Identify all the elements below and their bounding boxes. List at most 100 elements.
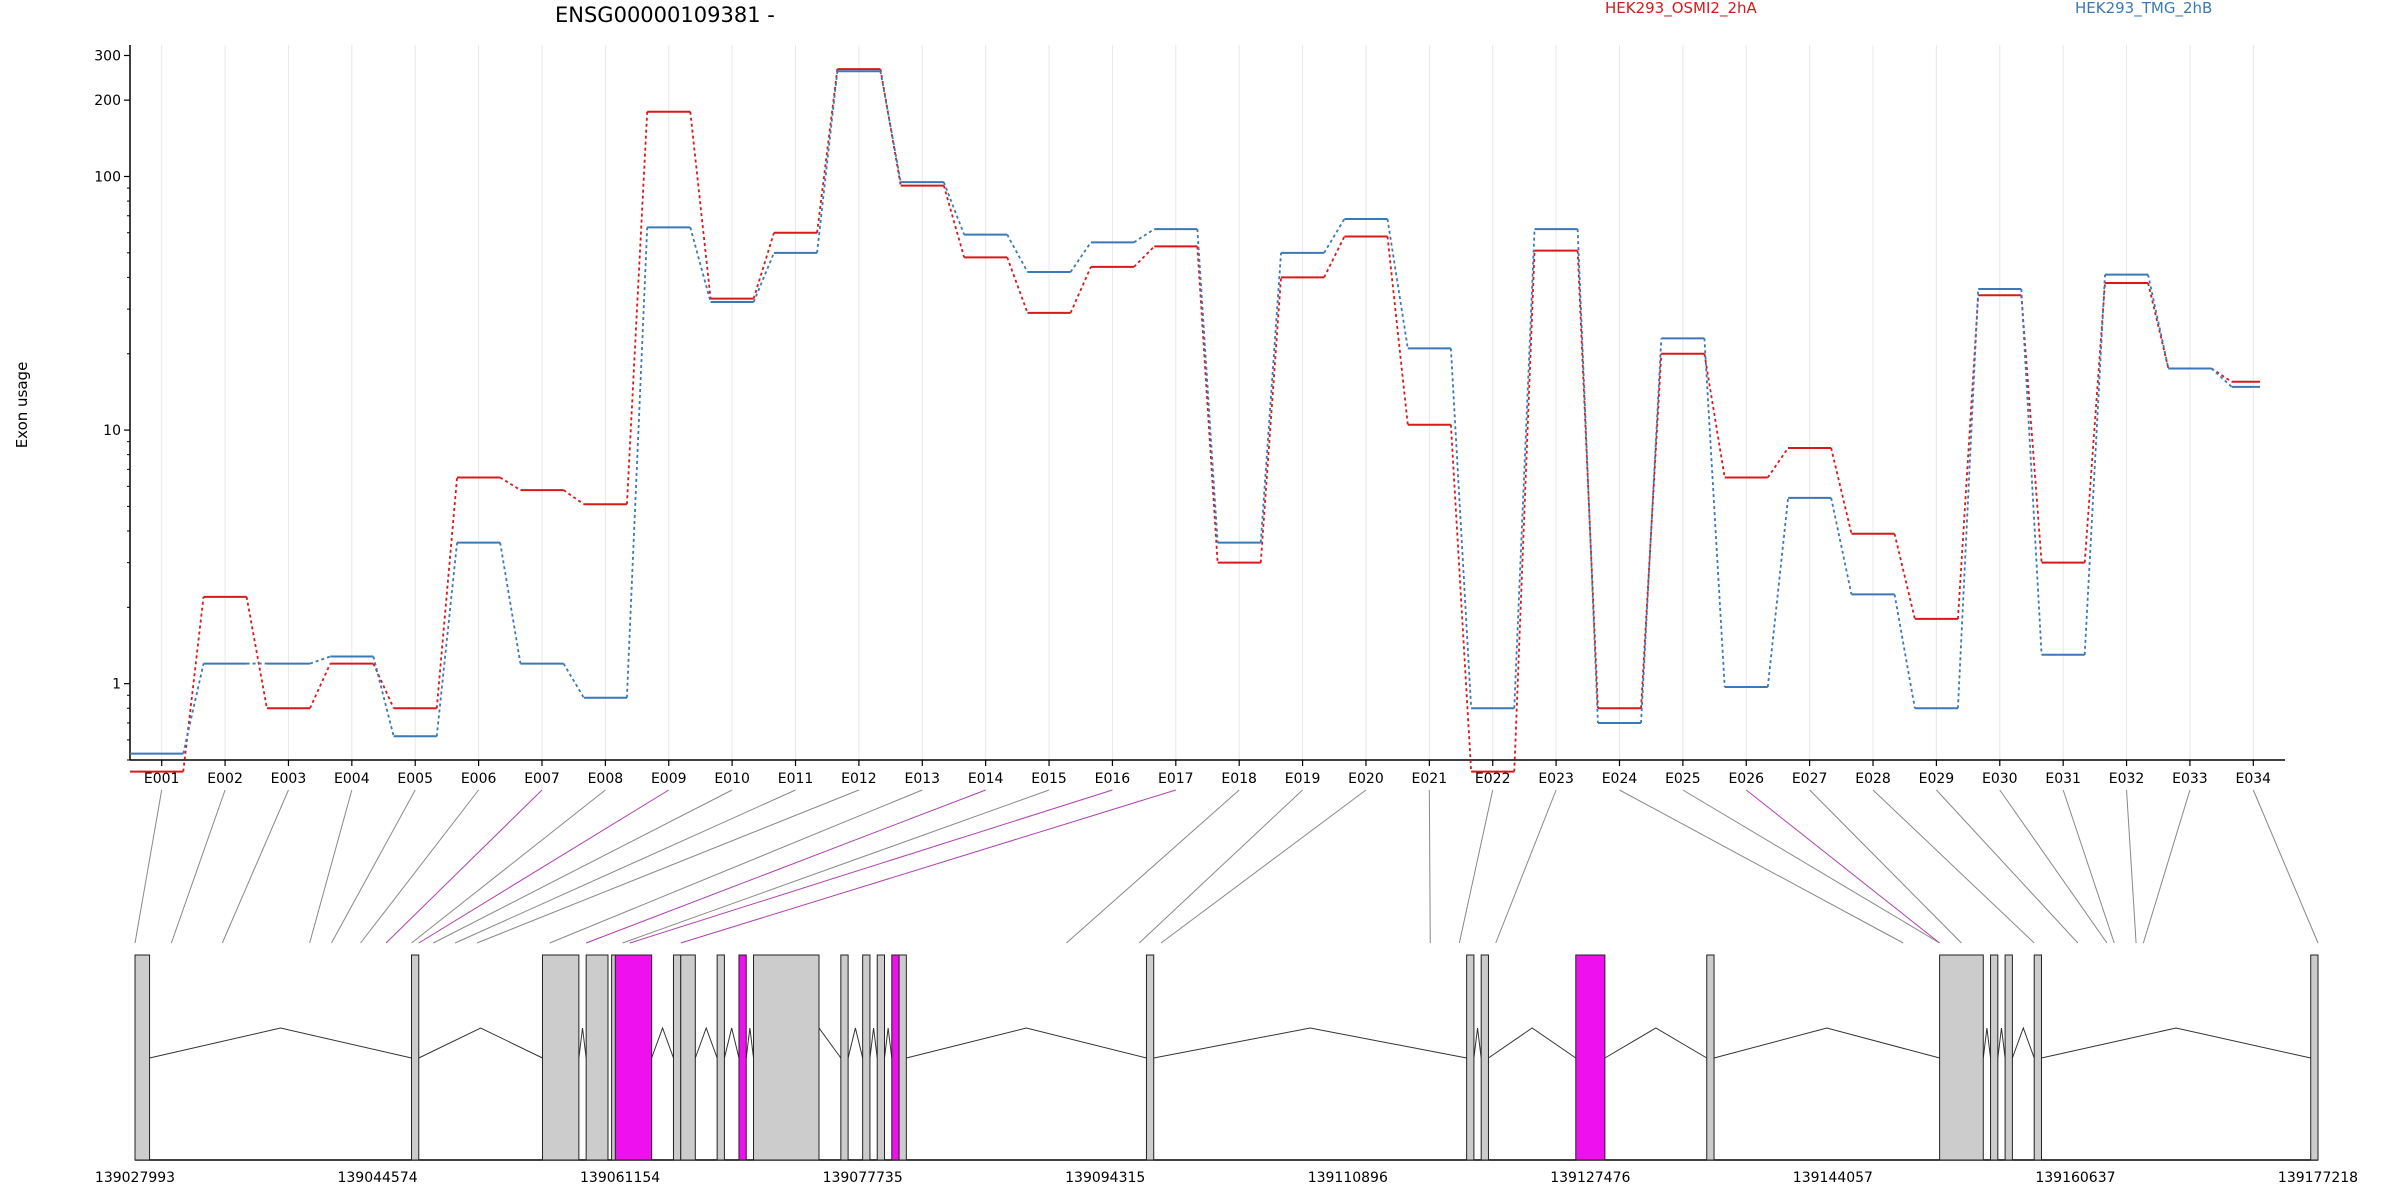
exon-connector [1936,789,2079,944]
series-transition [942,181,965,235]
coordinate-label: 139094315 [1065,1170,1145,1186]
exon-block [876,954,885,1161]
exon-connector [2062,789,2115,944]
x-tick-label: E009 [651,771,687,787]
series-transition [1893,533,1916,620]
exon-connector [433,789,733,944]
exon-block-highlight [891,954,900,1161]
series-transition [562,663,585,699]
x-tick-label: E002 [207,771,243,787]
exon-connector [134,789,163,944]
series-lines [130,68,2260,773]
legend-entry-tmg: HEK293_TMG_2hB [2075,0,2212,18]
exon-connector [309,789,353,944]
exon-block [716,954,725,1161]
coordinate-label: 139077735 [823,1170,903,1186]
y-tick-label: 100 [94,169,121,185]
chart-title: ENSG00000109381 - [555,3,775,27]
series-transition [1703,353,1726,478]
exon-connector [629,789,1113,944]
series-transition [1196,229,1219,543]
series-transition [435,477,458,709]
exon-block-highlight [614,954,653,1161]
exon-block [2004,954,2013,1161]
series-transition [2147,274,2170,369]
exon-connector [170,789,226,944]
x-tick-label: E030 [1982,771,2018,787]
series-transition [1259,277,1282,563]
series-transition [2083,282,2106,563]
series-transition [1640,353,1663,709]
series-transition [1957,295,1980,619]
x-tick-label: E006 [461,771,497,787]
axes: 1 10 100 200 300 E001 E002 E003 E004 E005 E006 E007… [94,45,2285,787]
x-tick-label: E018 [1221,771,1257,787]
grid-lines [161,45,2254,760]
series-transition [1576,250,1599,709]
exon-block [672,954,682,1161]
exon-block [2310,954,2319,1161]
series-transition [1386,218,1409,349]
exon-block [898,954,907,1161]
series-transition [1893,594,1916,709]
exon-block [1466,954,1475,1161]
intron-line [1982,1027,1992,1059]
series-transition [816,71,839,253]
series-transition [435,542,458,737]
series-transition [1703,338,1726,688]
exon-connector [585,789,986,944]
exon-block [411,954,420,1161]
series-transition [1449,424,1473,772]
intron-line [2011,1026,2035,1059]
exon-connector [622,789,1050,944]
y-tick-label: 1 [112,677,121,693]
exon-connector [549,789,923,944]
x-tick-label: E033 [2172,771,2208,787]
series-group [130,68,2260,773]
exon-connector [385,789,543,944]
exon-connector [360,789,479,944]
exon-connector [1745,789,1940,944]
intron-line [745,1027,755,1059]
series-transition [1386,236,1409,425]
x-tick-label: E023 [1538,771,1574,787]
x-tick-label: E028 [1855,771,1891,787]
exon-connector [2252,789,2319,944]
y-tick-label: 200 [94,93,121,109]
series-transition [1767,447,1789,479]
series-transition [499,476,521,491]
series-transition [752,232,775,299]
series-transition [1069,241,1092,273]
x-tick-label: E014 [968,771,1004,787]
series-transition [1513,229,1536,709]
x-tick-label: E024 [1602,771,1638,787]
series-transition [1576,229,1599,723]
series-transition [1513,250,1536,772]
exon-connector [1160,789,1367,944]
legend-entry-osmi2: HEK293_OSMI2_2hA [1605,0,1758,18]
gene-model: 139027993 139044574 139061154 139077735 1390… [95,954,2358,1186]
exon-block-highlight [1575,954,1606,1161]
x-tick-label: E011 [778,771,814,787]
series-transition [2020,288,2043,655]
coordinate-label: 139027993 [95,1170,175,1186]
series-transition [372,656,395,737]
intron-line [651,1026,674,1059]
coordinate-label: 139110896 [1308,1170,1388,1186]
exon-block [585,954,609,1161]
series-transition [689,111,712,299]
exon-block [680,954,696,1161]
series-transition [1133,228,1155,244]
series-transition [1830,447,1853,534]
exon-block [1939,954,1984,1161]
exon-connector [331,789,416,944]
exon-connector [1066,789,1240,944]
exon-block [1706,954,1715,1161]
intron-line [1488,1027,1577,1059]
series-transition [1766,497,1789,688]
coordinate-label: 139177218 [2278,1170,2358,1186]
intron-line [2041,1027,2311,1059]
series-transition [1006,257,1029,314]
exon-block [134,954,151,1161]
exon-connector [1619,789,1904,944]
